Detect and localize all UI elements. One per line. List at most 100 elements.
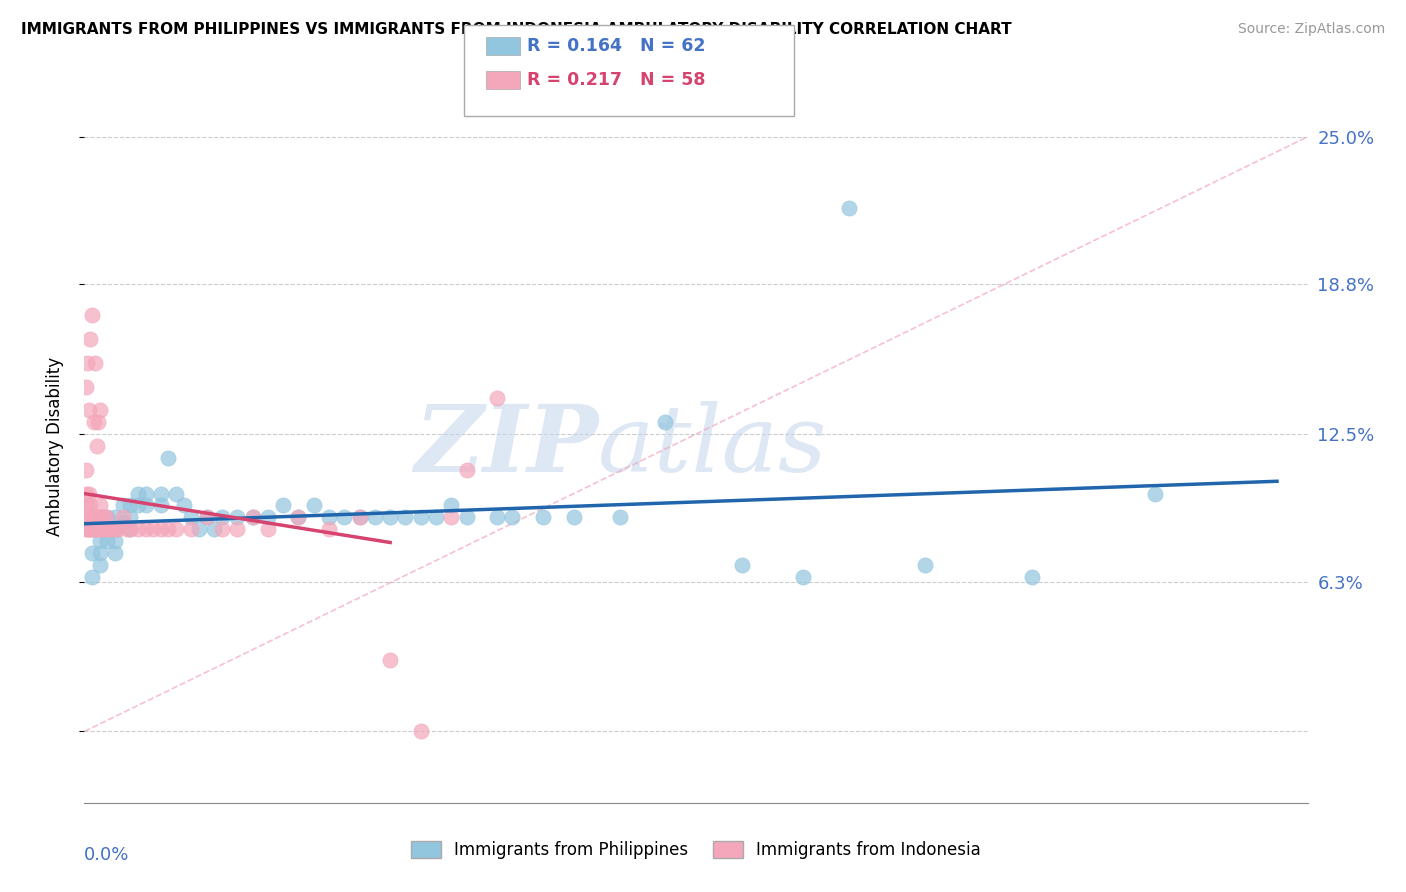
Point [202, 522, 225, 536]
Point [287, 510, 309, 524]
Point [89, 534, 111, 549]
Point [84, 356, 107, 370]
Text: atlas: atlas [598, 401, 828, 491]
Point [80, 308, 103, 322]
Point [149, 522, 172, 536]
Point [89, 403, 111, 417]
Point [211, 522, 233, 536]
Point [75, 510, 97, 524]
Point [76, 356, 98, 370]
Point [562, 510, 585, 524]
Point [79, 332, 101, 346]
Point [94, 510, 117, 524]
Point [83, 415, 105, 429]
Point [318, 522, 340, 536]
Point [242, 510, 264, 524]
Point [142, 522, 165, 536]
Point [107, 522, 129, 536]
Point [79, 510, 101, 524]
Point [165, 522, 187, 536]
Point [165, 486, 187, 500]
Point [87, 510, 110, 524]
Point [257, 510, 280, 524]
Point [79, 499, 101, 513]
Point [75, 499, 97, 513]
Point [180, 522, 202, 536]
Point [101, 522, 124, 536]
Point [135, 499, 157, 513]
Point [135, 486, 157, 500]
Point [157, 450, 180, 465]
Point [104, 522, 127, 536]
Point [731, 558, 754, 572]
Point [86, 439, 108, 453]
Point [394, 510, 416, 524]
Legend: Immigrants from Philippines, Immigrants from Indonesia: Immigrants from Philippines, Immigrants … [404, 834, 988, 866]
Point [89, 522, 111, 536]
Point [75, 486, 97, 500]
Point [111, 515, 134, 529]
Text: ZIP: ZIP [413, 401, 598, 491]
Point [838, 201, 860, 215]
Point [127, 486, 149, 500]
Point [173, 499, 195, 513]
Point [89, 510, 111, 524]
Point [115, 522, 138, 536]
Point [1143, 486, 1166, 500]
Point [364, 510, 387, 524]
Point [120, 499, 142, 513]
Point [425, 510, 447, 524]
Point [120, 510, 142, 524]
Point [1021, 570, 1043, 584]
Point [80, 510, 103, 524]
Point [195, 510, 218, 524]
Point [135, 522, 157, 536]
Point [96, 522, 118, 536]
Point [195, 510, 218, 524]
Point [89, 558, 111, 572]
Point [76, 522, 98, 536]
Point [271, 499, 294, 513]
Point [80, 522, 103, 536]
Point [127, 499, 149, 513]
Point [91, 522, 114, 536]
Point [333, 510, 356, 524]
Point [914, 558, 936, 572]
Point [75, 522, 97, 536]
Point [157, 522, 180, 536]
Point [83, 522, 105, 536]
Point [149, 486, 172, 500]
Point [96, 534, 118, 549]
Point [104, 534, 127, 549]
Point [86, 522, 108, 536]
Point [89, 546, 111, 560]
Point [456, 463, 478, 477]
Point [486, 510, 509, 524]
Point [94, 522, 117, 536]
Point [83, 510, 105, 524]
Point [76, 499, 98, 513]
Text: Source: ZipAtlas.com: Source: ZipAtlas.com [1237, 22, 1385, 37]
Point [89, 499, 111, 513]
Point [104, 510, 127, 524]
Point [80, 546, 103, 560]
Point [111, 499, 134, 513]
Point [84, 522, 107, 536]
Point [380, 653, 402, 667]
Point [287, 510, 309, 524]
Point [87, 415, 110, 429]
Point [75, 379, 97, 393]
Point [609, 510, 631, 524]
Point [226, 510, 249, 524]
Point [409, 724, 432, 739]
Point [104, 546, 127, 560]
Point [77, 522, 100, 536]
Text: R = 0.217   N = 58: R = 0.217 N = 58 [527, 71, 706, 89]
Point [180, 510, 202, 524]
Point [79, 522, 101, 536]
Point [409, 510, 432, 524]
Point [654, 415, 676, 429]
Text: 0.0%: 0.0% [84, 846, 129, 863]
Text: R = 0.164   N = 62: R = 0.164 N = 62 [527, 37, 706, 55]
Point [149, 499, 172, 513]
